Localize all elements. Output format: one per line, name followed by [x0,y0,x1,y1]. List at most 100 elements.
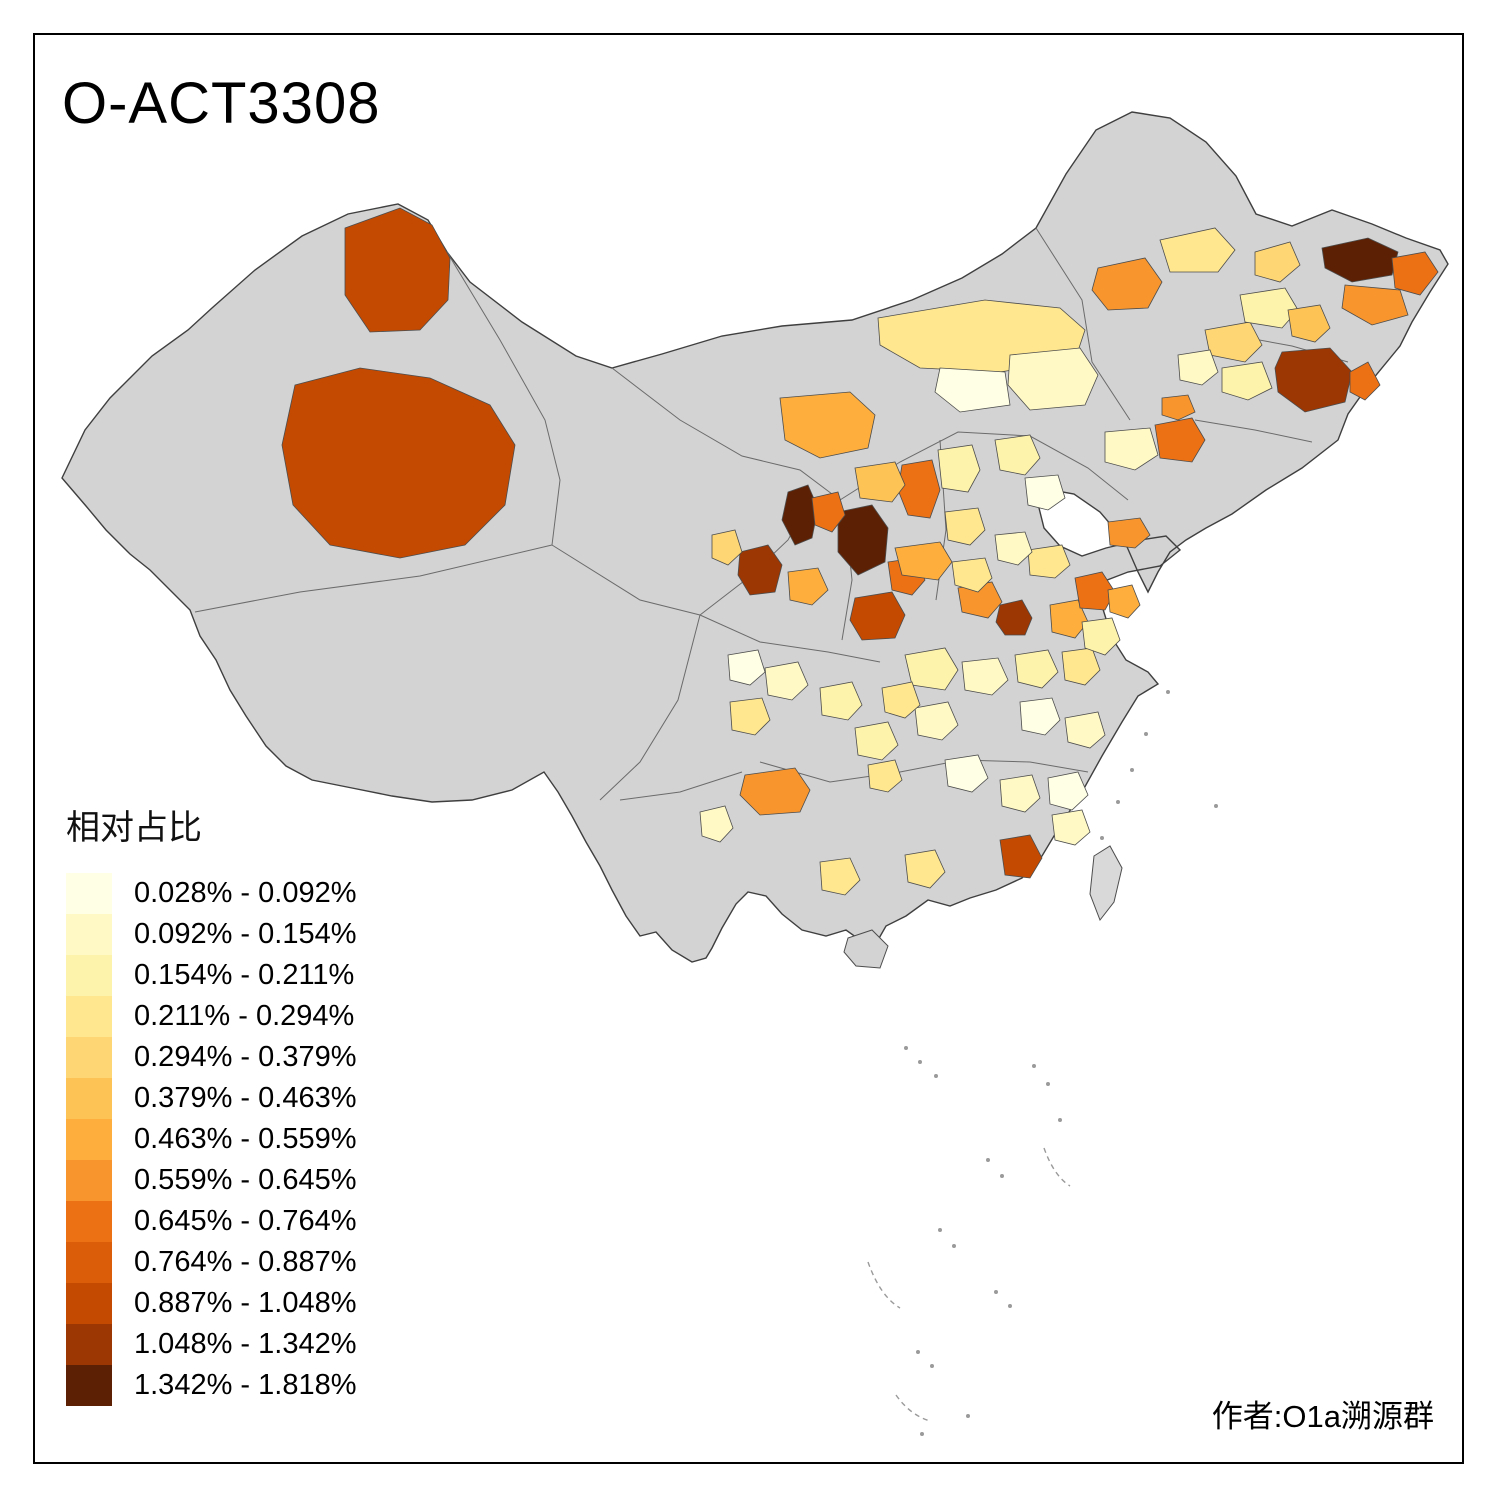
map-region [1024,474,1066,511]
dashed-reef-line [1043,1147,1071,1187]
map-region [811,491,846,533]
taiwan-island [1089,845,1123,922]
map-region [1014,649,1059,689]
island-dot [1000,1174,1004,1178]
legend-row: 0.559% - 0.645% [66,1160,356,1201]
map-region [787,567,829,606]
island-dot [938,1228,942,1232]
hainan-island [843,929,889,969]
sea-dashed-lines [867,1147,1071,1422]
map-region [961,657,1009,696]
map-region [1221,361,1273,401]
island-dot [1008,1304,1012,1308]
map-region [1161,394,1196,421]
map-region [1091,257,1163,311]
island-dot [904,1046,908,1050]
island-dot [952,1244,956,1248]
map-region [781,484,819,546]
legend-swatch [66,996,112,1037]
map-region [1047,771,1089,811]
attribution: 作者:O1a溯源群 [1211,1399,1434,1434]
map-region [819,681,863,721]
legend-label: 0.559% - 0.645% [134,1164,357,1196]
map-region [1177,349,1219,386]
legend-label: 0.092% - 0.154% [134,918,357,950]
map-region [994,531,1033,566]
map-region [711,529,743,566]
map-region [849,591,906,641]
dashed-reef-line [867,1261,901,1309]
province-boundary [446,251,561,546]
map-region [1321,237,1399,283]
map-region [881,681,921,719]
map-region [1049,599,1089,639]
map-region [1107,517,1151,549]
island-dot [930,1364,934,1368]
province-boundary [619,771,743,801]
legend-label: 0.463% - 0.559% [134,1123,357,1155]
map-region [1104,427,1159,471]
map-region [729,697,771,736]
legend-row: 0.887% - 1.048% [66,1283,356,1324]
legend-swatch [66,1324,112,1365]
page-title: O-ACT3308 [62,71,381,136]
legend-label: 0.379% - 0.463% [134,1082,357,1114]
island-dot [994,1290,998,1294]
map-region [937,444,981,493]
map-region [894,541,953,581]
map-region [951,557,993,593]
legend-label: 1.342% - 1.818% [134,1369,357,1401]
legend-label: 0.764% - 0.887% [134,1246,357,1278]
island-dot [920,1432,924,1436]
map-region [779,391,876,459]
island-dot [1144,732,1148,736]
legend-swatch [66,1201,112,1242]
legend-swatch [66,1078,112,1119]
legend-swatch [66,1037,112,1078]
map-region [739,767,811,816]
legend-rows: 0.028% - 0.092% 0.092% - 0.154% 0.154% -… [66,873,356,1406]
island-dot [966,1414,970,1418]
map-region [1027,544,1071,579]
island-dot [918,1060,922,1064]
dashed-reef-line [895,1394,931,1422]
map-region [727,649,766,686]
map-region [1287,304,1331,343]
map-region [1274,347,1353,413]
legend: 相对占比 0.028% - 0.092% 0.092% - 0.154% 0.1… [66,800,356,1406]
legend-label: 0.154% - 0.211% [134,959,355,991]
map-region [1081,617,1121,656]
map-region [1341,284,1409,326]
map-region [1154,417,1206,463]
map-region [944,507,986,546]
map-region [1051,809,1091,846]
legend-row: 0.463% - 0.559% [66,1119,356,1160]
map-region [819,857,861,896]
legend-swatch [66,955,112,996]
map-region [934,367,1011,413]
province-boundary [194,544,553,613]
map-region [344,207,451,333]
map-region [854,721,899,761]
legend-row: 0.154% - 0.211% [66,955,356,996]
map-region [1159,227,1236,273]
sea-island-marks [904,690,1218,1436]
map-region [854,461,906,503]
map-region [995,599,1033,636]
province-boundary [599,614,701,801]
legend-swatch [66,1160,112,1201]
island-dot [1130,768,1134,772]
map-region [1349,361,1381,401]
map-region [904,849,946,889]
legend-swatch [66,873,112,914]
legend-row: 0.379% - 0.463% [66,1078,356,1119]
island-dot [934,1074,938,1078]
province-boundary [759,759,1089,783]
map-region [1391,251,1439,296]
legend-row: 0.092% - 0.154% [66,914,356,955]
legend-title: 相对占比 [66,809,202,847]
province-boundary [611,367,841,501]
island-dot [1100,836,1104,840]
